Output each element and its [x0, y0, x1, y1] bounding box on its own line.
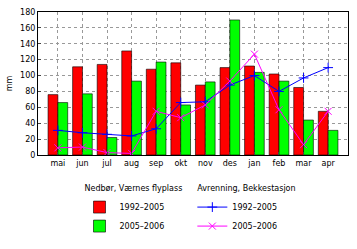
svg-text:jan: jan: [247, 159, 260, 168]
svg-text:Nedbør, Værnes flyplass: Nedbør, Værnes flyplass: [85, 184, 183, 193]
svg-text:160: 160: [20, 24, 35, 33]
svg-text:180: 180: [20, 8, 35, 17]
svg-text:des: des: [223, 159, 237, 168]
svg-text:1992–2005: 1992–2005: [120, 203, 165, 212]
svg-text:40: 40: [25, 119, 35, 128]
svg-text:80: 80: [25, 87, 35, 96]
svg-text:Avrenning, Bekkestasjon: Avrenning, Bekkestasjon: [197, 184, 295, 193]
svg-text:mai: mai: [50, 159, 65, 168]
svg-text:mm: mm: [5, 76, 14, 92]
svg-text:aug: aug: [124, 159, 139, 168]
svg-text:60: 60: [25, 103, 35, 112]
svg-text:feb: feb: [273, 159, 286, 168]
svg-text:120: 120: [20, 55, 35, 64]
svg-text:100: 100: [20, 71, 35, 80]
svg-text:0: 0: [30, 151, 35, 160]
svg-text:1992–2005: 1992–2005: [232, 203, 277, 212]
svg-text:140: 140: [20, 40, 35, 49]
svg-text:jun: jun: [75, 159, 88, 168]
svg-text:okt: okt: [174, 159, 187, 168]
svg-text:apr: apr: [321, 159, 335, 168]
svg-text:mar: mar: [296, 159, 313, 168]
svg-text:20: 20: [25, 135, 35, 144]
svg-text:jul: jul: [101, 159, 112, 168]
svg-text:nov: nov: [198, 159, 213, 168]
svg-text:sep: sep: [149, 159, 163, 168]
svg-text:2005–2006: 2005–2006: [232, 222, 277, 231]
svg-text:2005–2006: 2005–2006: [120, 222, 165, 231]
